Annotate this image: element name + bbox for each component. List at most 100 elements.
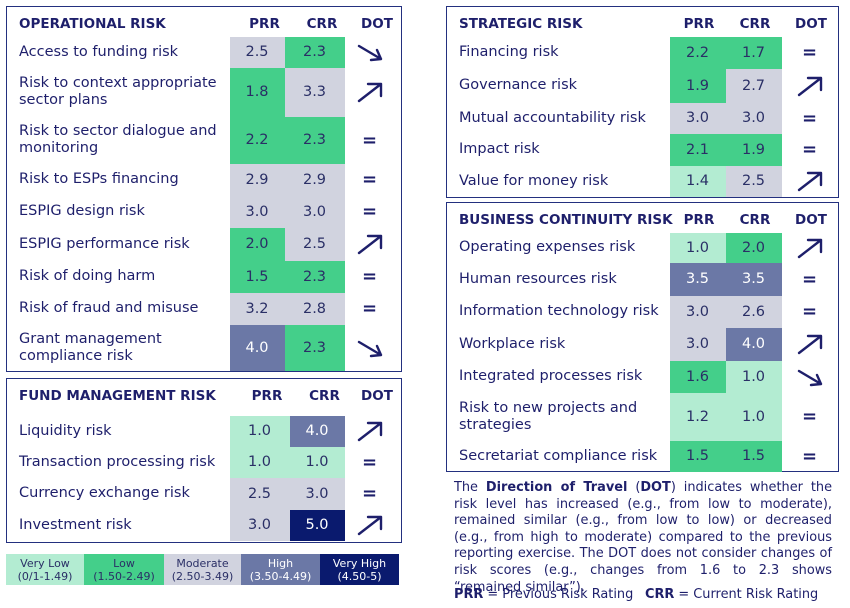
dot-indicator <box>782 328 838 361</box>
prr-score-cell: 1.2 <box>669 392 726 441</box>
legend-range: (1.50-2.49) <box>93 569 155 583</box>
dot-indicator <box>782 361 838 393</box>
risk-label: Liquidity risk <box>19 422 112 439</box>
legend-label: Very High <box>332 556 387 570</box>
dot-explanation-note: The Direction of Travel (DOT) indicates … <box>454 480 832 596</box>
crr-definition: CRR = Current Risk Rating <box>645 587 818 602</box>
up-arrow-icon <box>797 76 822 96</box>
up-arrow-icon <box>357 421 382 442</box>
risk-row: ESPIG performance risk 2.0 2.5 <box>7 227 401 261</box>
prr-score-cell: 1.5 <box>669 440 726 472</box>
prr-score-cell: 2.5 <box>229 477 290 510</box>
dot-indicator: = <box>345 164 395 196</box>
dot-indicator: = <box>345 117 395 164</box>
crr-score-cell: 3.3 <box>284 67 345 117</box>
prr-score-cell: 3.0 <box>669 327 726 361</box>
risk-row: Risk to ESPs financing 2.9 2.9 = <box>7 163 401 196</box>
operational-risk-panel: OPERATIONAL RISK PRR CRR DOT Access to f… <box>6 6 402 372</box>
up-arrow-icon <box>797 334 822 355</box>
note-abbr: DOT <box>640 480 671 495</box>
risk-row: Human resources risk 3.5 3.5 = <box>447 262 838 296</box>
panel-title: STRATEGIC RISK <box>459 16 583 32</box>
equal-icon: = <box>801 301 818 322</box>
prr-score-cell: 1.0 <box>669 232 726 263</box>
dot-indicator: = <box>345 196 395 228</box>
risk-row: Liquidity risk 1.0 4.0 <box>7 415 401 447</box>
prr-score-cell: 2.1 <box>669 133 726 166</box>
risk-label: Secretariat compliance risk <box>459 447 658 464</box>
risk-label: Human resources risk <box>459 270 617 287</box>
risk-row: Impact risk 2.1 1.9 = <box>447 133 838 166</box>
dot-indicator <box>345 228 395 261</box>
risk-label: Workplace risk <box>459 335 566 352</box>
up-arrow-icon <box>357 515 382 536</box>
equal-icon: = <box>361 201 378 222</box>
equal-icon: = <box>801 42 818 63</box>
note-text: ) indicates whether the risk level has i… <box>454 480 833 595</box>
risk-label: Grant management compliance risk <box>19 330 162 364</box>
crr-abbr: CRR <box>645 587 675 602</box>
prr-score-cell: 2.2 <box>229 116 285 164</box>
crr-score-cell: 4.0 <box>289 415 345 447</box>
crr-score-cell: 2.7 <box>725 68 782 103</box>
risk-row: Risk to new projects and strategies 1.2 1.… <box>447 392 838 441</box>
crr-score-cell: 3.0 <box>289 477 345 510</box>
crr-score-cell: 2.6 <box>725 295 782 328</box>
prr-column-header: PRR <box>683 212 715 228</box>
panel-header: STRATEGIC RISK PRR CRR DOT <box>447 7 838 39</box>
equal-icon: = <box>801 107 818 129</box>
equal-icon: = <box>801 445 818 467</box>
crr-score-cell: 3.0 <box>284 195 345 228</box>
prr-score-cell: 3.0 <box>669 102 726 134</box>
strategic-risk-panel: STRATEGIC RISK PRR CRR DOT Financing ris… <box>446 6 839 198</box>
prr-score-cell: 3.5 <box>669 262 726 296</box>
crr-score-cell: 2.9 <box>284 163 345 196</box>
legend-label: Very Low <box>20 556 70 570</box>
dot-column-header: DOT <box>361 16 393 32</box>
panel-header: FUND MANAGEMENT RISK PRR CRR DOT <box>7 379 401 411</box>
up-arrow-icon <box>797 171 822 192</box>
dot-indicator <box>345 416 395 447</box>
risk-row: Risk to sector dialogue and monitoring 2.… <box>7 116 401 164</box>
dot-indicator: = <box>782 441 838 472</box>
prr-score-cell: 1.0 <box>229 446 290 478</box>
prr-score-cell: 3.0 <box>229 509 290 541</box>
dot-indicator: = <box>782 134 838 166</box>
prr-score-cell: 1.5 <box>229 260 285 293</box>
prr-score-cell: 2.0 <box>229 227 285 261</box>
dot-indicator <box>345 325 395 371</box>
business-continuity-risk-panel: BUSINESS CONTINUITY RISK PRR CRR DOT Ope… <box>446 202 839 472</box>
prr-definition: PRR = Previous Risk Rating <box>454 587 633 602</box>
panel-title: BUSINESS CONTINUITY RISK <box>459 212 673 228</box>
crr-score-cell: 1.9 <box>725 133 782 166</box>
dot-indicator: = <box>782 296 838 328</box>
legend-range: (4.50-5) <box>337 569 382 583</box>
crr-score-cell: 2.0 <box>725 232 782 263</box>
risk-row: Financing risk 2.2 1.7 = <box>447 36 838 69</box>
crr-score-cell: 2.3 <box>284 324 345 371</box>
risk-label: ESPIG performance risk <box>19 235 190 252</box>
legend-range: (0/1-1.49) <box>17 569 73 583</box>
risk-label: Operating expenses risk <box>459 239 636 255</box>
prr-score-cell: 1.8 <box>229 67 285 117</box>
risk-row: Access to funding risk 2.5 2.3 <box>7 36 401 68</box>
up-arrow-icon <box>357 82 382 103</box>
legend-low: Low (1.50-2.49) <box>84 554 164 585</box>
risk-row: Transaction processing risk 1.0 1.0 = <box>7 446 401 478</box>
legend-label: Low <box>113 556 135 570</box>
risk-label: Financing risk <box>459 44 559 60</box>
risk-row: Workplace risk 3.0 4.0 <box>447 327 838 361</box>
prr-score-cell: 2.9 <box>229 163 285 196</box>
risk-label: Risk to context appropriate sector plans <box>19 75 217 108</box>
crr-score-cell: 2.3 <box>284 116 345 164</box>
crr-score-cell: 3.5 <box>725 262 782 296</box>
risk-label: ESPIG design risk <box>19 203 145 219</box>
risk-label: Transaction processing risk <box>19 453 216 470</box>
prr-score-cell: 3.0 <box>669 295 726 328</box>
legend-label: Moderate <box>176 556 229 570</box>
dot-column-header: DOT <box>361 388 393 404</box>
risk-label: Investment risk <box>19 516 132 533</box>
prr-score-cell: 1.6 <box>669 360 726 393</box>
crr-column-header: CRR <box>309 388 340 404</box>
dot-indicator <box>345 68 395 117</box>
